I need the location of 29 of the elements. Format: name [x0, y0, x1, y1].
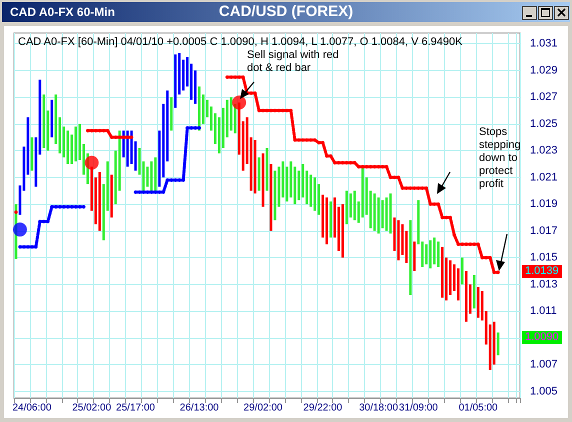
x-tick-label: 25/17:00 [116, 402, 156, 414]
y-tick-label: 1.017 [530, 224, 558, 237]
y-tick-label: 1.019 [530, 198, 558, 210]
y-tick-label: 1.031 [530, 38, 558, 50]
x-tick-label: 01/05:00 [458, 402, 498, 414]
y-tick-label: 1.027 [530, 91, 558, 104]
x-tick-label: 25/02:00 [72, 402, 112, 414]
y-tick-label: 1.011 [530, 305, 557, 318]
x-tick-label: 29/22:00 [303, 402, 343, 414]
y-tick-label: 1.013 [530, 278, 558, 290]
x-tick-label: 30/18:00 [359, 402, 398, 414]
text: CAD A0-FX 60-Min [10, 5, 115, 19]
annotation: Stops stepping down to protect profit [479, 126, 522, 191]
x-tick-label: 26/13:00 [180, 402, 220, 414]
annotation: 1.0139 [522, 265, 562, 278]
y-tick-label: 1.015 [530, 252, 558, 264]
chart-subtitle: CAD A0-FX [60-Min] 04/01/10 +0.0005 C 1.0090, H 1.0094, L 1.0077, O 1.0084, V 6.9490K [18, 36, 462, 48]
x-tick-label: 24/06:00 [12, 402, 52, 414]
y-tick-label: 1.029 [530, 64, 558, 76]
y-tick-label: 1.023 [530, 144, 558, 157]
y-tick-label: 1.025 [530, 118, 558, 130]
y-tick-label: 1.007 [530, 358, 558, 371]
y-tick-label: 1.021 [530, 171, 558, 184]
annotation: 1.0090 [522, 330, 562, 344]
chart-title: CAD/USD (FOREX) [218, 3, 354, 20]
x-tick-label: 29/02:00 [244, 402, 283, 414]
y-tick-label: 1.005 [530, 385, 558, 398]
annotation: Sell signal with red dot & red bar [247, 49, 340, 75]
x-tick-label: 31/09:00 [398, 402, 438, 414]
